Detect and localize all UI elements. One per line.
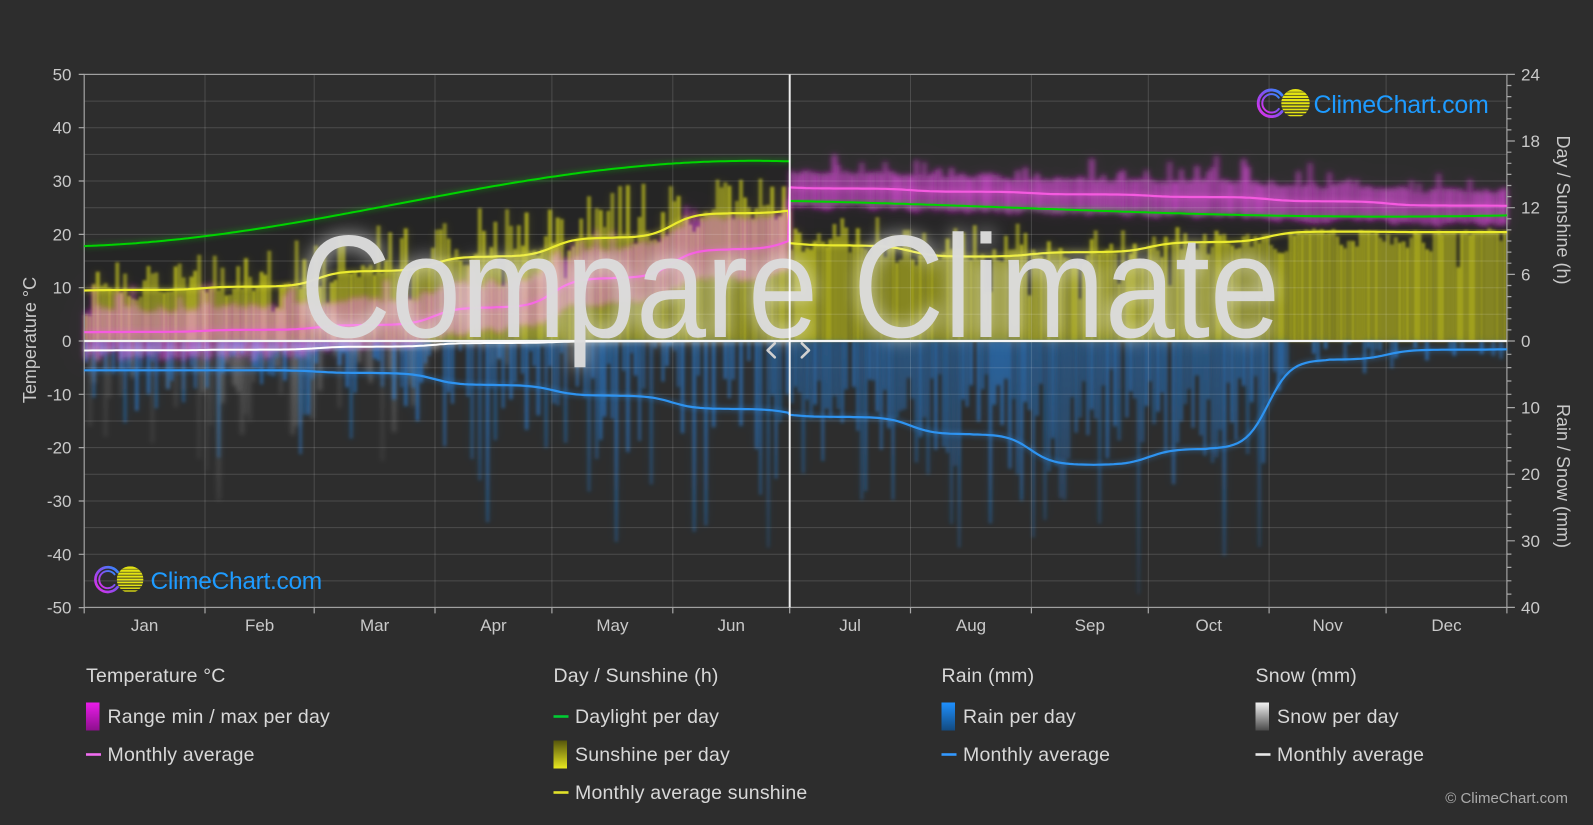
svg-text:May: May [596,616,629,635]
svg-text:40: 40 [53,119,72,138]
svg-text:-30: -30 [47,492,72,511]
svg-text:20: 20 [53,225,72,244]
svg-text:10: 10 [1521,399,1540,418]
svg-text:Snow (mm): Snow (mm) [1256,665,1357,687]
svg-text:Jun: Jun [717,616,744,635]
svg-text:Dec: Dec [1431,616,1462,635]
svg-text:Day / Sunshine (h): Day / Sunshine (h) [554,665,719,687]
svg-text:Aug: Aug [956,616,986,635]
svg-text:Snow per day: Snow per day [1277,706,1399,728]
svg-text:Apr: Apr [480,616,507,635]
svg-text:6: 6 [1521,265,1530,284]
svg-text:-10: -10 [47,385,72,404]
svg-text:20: 20 [1521,465,1540,484]
svg-text:Jul: Jul [839,616,861,635]
svg-text:Rain (mm): Rain (mm) [942,665,1035,687]
svg-text:Monthly average: Monthly average [108,744,255,766]
svg-text:24: 24 [1521,65,1540,84]
svg-text:10: 10 [53,279,72,298]
svg-text:Monthly average: Monthly average [963,744,1110,766]
svg-text:Oct: Oct [1195,616,1222,635]
svg-text:Temperature °C: Temperature °C [86,665,226,687]
svg-text:Nov: Nov [1312,616,1343,635]
svg-text:Day / Sunshine (h): Day / Sunshine (h) [1553,135,1573,284]
svg-text:-40: -40 [47,545,72,564]
svg-text:12: 12 [1521,199,1540,218]
svg-text:50: 50 [53,65,72,84]
svg-text:-20: -20 [47,439,72,458]
svg-text:-50: -50 [47,599,72,618]
svg-text:ClimeChart.com: ClimeChart.com [1314,91,1489,119]
svg-text:Rain per day: Rain per day [963,706,1076,728]
svg-text:0: 0 [62,332,71,351]
svg-text:Sunshine per day: Sunshine per day [575,744,730,766]
svg-text:30: 30 [53,172,72,191]
svg-text:Monthly average: Monthly average [1277,744,1424,766]
svg-text:© ClimeChart.com: © ClimeChart.com [1445,790,1568,807]
svg-text:40: 40 [1521,598,1540,617]
svg-text:Rain / Snow (mm): Rain / Snow (mm) [1553,404,1573,548]
svg-text:Monthly average sunshine: Monthly average sunshine [575,782,807,804]
svg-text:18: 18 [1521,132,1540,151]
svg-text:Feb: Feb [245,616,274,635]
svg-text:Mar: Mar [360,616,390,635]
svg-text:Range min / max per day: Range min / max per day [108,706,331,728]
svg-text:Sep: Sep [1075,616,1105,635]
svg-text:ClimeChart.com: ClimeChart.com [151,568,322,595]
svg-text:Daylight per day: Daylight per day [575,706,719,728]
svg-text:Jan: Jan [131,616,158,635]
svg-text:Temperature °C: Temperature °C [20,277,40,403]
svg-text:30: 30 [1521,532,1540,551]
svg-text:0: 0 [1521,332,1530,351]
